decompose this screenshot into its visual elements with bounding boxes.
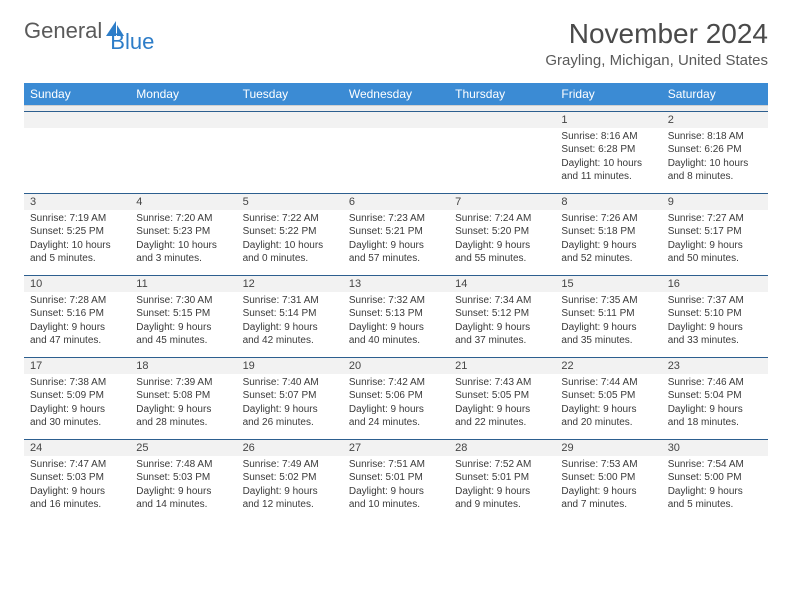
calendar-table: Sunday Monday Tuesday Wednesday Thursday… <box>24 83 768 522</box>
month-title: November 2024 <box>545 18 768 50</box>
day-detail-cell: Sunrise: 7:27 AMSunset: 5:17 PMDaylight:… <box>662 210 768 276</box>
day-number-cell: 24 <box>24 440 130 456</box>
day-detail-cell <box>24 128 130 194</box>
day-number-cell: 12 <box>237 276 343 292</box>
week-detail-row: Sunrise: 7:28 AMSunset: 5:16 PMDaylight:… <box>24 292 768 358</box>
day-number-cell: 7 <box>449 194 555 210</box>
col-tuesday: Tuesday <box>237 83 343 106</box>
day-number-cell: 1 <box>555 112 661 128</box>
week-daynum-row: 3456789 <box>24 194 768 210</box>
day-detail-cell: Sunrise: 7:52 AMSunset: 5:01 PMDaylight:… <box>449 456 555 522</box>
week-daynum-row: 24252627282930 <box>24 440 768 456</box>
day-number-cell: 9 <box>662 194 768 210</box>
day-detail-cell: Sunrise: 7:35 AMSunset: 5:11 PMDaylight:… <box>555 292 661 358</box>
weekday-header-row: Sunday Monday Tuesday Wednesday Thursday… <box>24 83 768 106</box>
week-detail-row: Sunrise: 7:47 AMSunset: 5:03 PMDaylight:… <box>24 456 768 522</box>
title-block: November 2024 Grayling, Michigan, United… <box>545 18 768 69</box>
day-number-cell <box>130 112 236 128</box>
day-detail-cell: Sunrise: 7:53 AMSunset: 5:00 PMDaylight:… <box>555 456 661 522</box>
day-detail-cell: Sunrise: 7:32 AMSunset: 5:13 PMDaylight:… <box>343 292 449 358</box>
day-detail-cell: Sunrise: 7:47 AMSunset: 5:03 PMDaylight:… <box>24 456 130 522</box>
col-sunday: Sunday <box>24 83 130 106</box>
day-number-cell <box>449 112 555 128</box>
day-number-cell: 28 <box>449 440 555 456</box>
day-number-cell: 14 <box>449 276 555 292</box>
day-detail-cell: Sunrise: 7:46 AMSunset: 5:04 PMDaylight:… <box>662 374 768 440</box>
col-friday: Friday <box>555 83 661 106</box>
day-number-cell: 29 <box>555 440 661 456</box>
col-saturday: Saturday <box>662 83 768 106</box>
day-detail-cell: Sunrise: 7:19 AMSunset: 5:25 PMDaylight:… <box>24 210 130 276</box>
day-number-cell: 13 <box>343 276 449 292</box>
day-number-cell: 20 <box>343 358 449 374</box>
day-number-cell <box>237 112 343 128</box>
day-number-cell: 22 <box>555 358 661 374</box>
day-number-cell: 16 <box>662 276 768 292</box>
day-detail-cell: Sunrise: 7:34 AMSunset: 5:12 PMDaylight:… <box>449 292 555 358</box>
day-detail-cell <box>237 128 343 194</box>
week-daynum-row: 17181920212223 <box>24 358 768 374</box>
day-detail-cell: Sunrise: 7:43 AMSunset: 5:05 PMDaylight:… <box>449 374 555 440</box>
day-number-cell: 3 <box>24 194 130 210</box>
day-detail-cell: Sunrise: 7:42 AMSunset: 5:06 PMDaylight:… <box>343 374 449 440</box>
day-detail-cell: Sunrise: 7:20 AMSunset: 5:23 PMDaylight:… <box>130 210 236 276</box>
brand-text-2: Blue <box>110 29 154 55</box>
day-detail-cell: Sunrise: 7:26 AMSunset: 5:18 PMDaylight:… <box>555 210 661 276</box>
brand-text-1: General <box>24 18 102 44</box>
day-number-cell: 8 <box>555 194 661 210</box>
day-number-cell: 30 <box>662 440 768 456</box>
week-detail-row: Sunrise: 7:19 AMSunset: 5:25 PMDaylight:… <box>24 210 768 276</box>
col-thursday: Thursday <box>449 83 555 106</box>
day-detail-cell: Sunrise: 7:51 AMSunset: 5:01 PMDaylight:… <box>343 456 449 522</box>
day-detail-cell: Sunrise: 7:44 AMSunset: 5:05 PMDaylight:… <box>555 374 661 440</box>
week-detail-row: Sunrise: 8:16 AMSunset: 6:28 PMDaylight:… <box>24 128 768 194</box>
day-detail-cell: Sunrise: 7:22 AMSunset: 5:22 PMDaylight:… <box>237 210 343 276</box>
day-number-cell: 11 <box>130 276 236 292</box>
day-detail-cell: Sunrise: 8:18 AMSunset: 6:26 PMDaylight:… <box>662 128 768 194</box>
week-daynum-row: 10111213141516 <box>24 276 768 292</box>
day-detail-cell <box>449 128 555 194</box>
day-detail-cell: Sunrise: 7:49 AMSunset: 5:02 PMDaylight:… <box>237 456 343 522</box>
day-detail-cell: Sunrise: 7:54 AMSunset: 5:00 PMDaylight:… <box>662 456 768 522</box>
day-number-cell: 23 <box>662 358 768 374</box>
day-detail-cell: Sunrise: 7:24 AMSunset: 5:20 PMDaylight:… <box>449 210 555 276</box>
day-detail-cell: Sunrise: 7:30 AMSunset: 5:15 PMDaylight:… <box>130 292 236 358</box>
day-number-cell: 2 <box>662 112 768 128</box>
header: General Blue November 2024 Grayling, Mic… <box>24 18 768 69</box>
day-detail-cell <box>130 128 236 194</box>
day-number-cell: 15 <box>555 276 661 292</box>
week-daynum-row: 12 <box>24 112 768 128</box>
day-detail-cell: Sunrise: 7:48 AMSunset: 5:03 PMDaylight:… <box>130 456 236 522</box>
day-number-cell <box>24 112 130 128</box>
day-number-cell: 26 <box>237 440 343 456</box>
day-detail-cell: Sunrise: 7:31 AMSunset: 5:14 PMDaylight:… <box>237 292 343 358</box>
col-wednesday: Wednesday <box>343 83 449 106</box>
col-monday: Monday <box>130 83 236 106</box>
day-detail-cell: Sunrise: 7:37 AMSunset: 5:10 PMDaylight:… <box>662 292 768 358</box>
day-detail-cell: Sunrise: 7:38 AMSunset: 5:09 PMDaylight:… <box>24 374 130 440</box>
day-number-cell: 18 <box>130 358 236 374</box>
day-detail-cell: Sunrise: 7:39 AMSunset: 5:08 PMDaylight:… <box>130 374 236 440</box>
day-number-cell: 6 <box>343 194 449 210</box>
day-number-cell: 4 <box>130 194 236 210</box>
location: Grayling, Michigan, United States <box>545 52 768 69</box>
day-number-cell: 5 <box>237 194 343 210</box>
day-number-cell: 27 <box>343 440 449 456</box>
day-number-cell: 19 <box>237 358 343 374</box>
week-detail-row: Sunrise: 7:38 AMSunset: 5:09 PMDaylight:… <box>24 374 768 440</box>
day-number-cell <box>343 112 449 128</box>
day-number-cell: 10 <box>24 276 130 292</box>
day-detail-cell: Sunrise: 7:28 AMSunset: 5:16 PMDaylight:… <box>24 292 130 358</box>
day-detail-cell: Sunrise: 7:23 AMSunset: 5:21 PMDaylight:… <box>343 210 449 276</box>
day-detail-cell <box>343 128 449 194</box>
brand-logo: General Blue <box>24 18 154 44</box>
day-detail-cell: Sunrise: 8:16 AMSunset: 6:28 PMDaylight:… <box>555 128 661 194</box>
day-number-cell: 25 <box>130 440 236 456</box>
day-detail-cell: Sunrise: 7:40 AMSunset: 5:07 PMDaylight:… <box>237 374 343 440</box>
day-number-cell: 17 <box>24 358 130 374</box>
day-number-cell: 21 <box>449 358 555 374</box>
